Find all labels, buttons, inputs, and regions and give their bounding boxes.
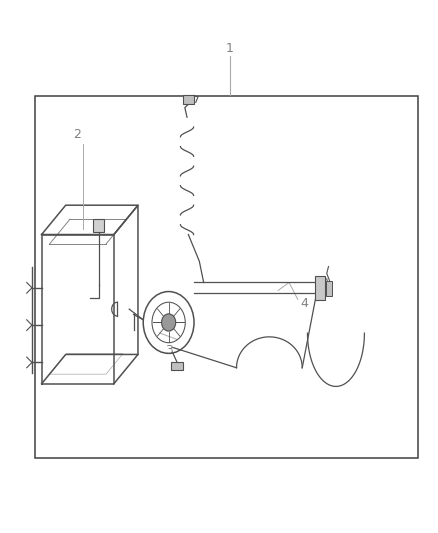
Bar bbox=[171, 362, 183, 370]
Text: 1: 1 bbox=[226, 42, 234, 55]
Text: 3: 3 bbox=[165, 344, 173, 357]
Circle shape bbox=[162, 314, 176, 331]
Bar bbox=[183, 95, 194, 104]
Bar bbox=[35, 96, 418, 458]
Bar bbox=[315, 276, 325, 300]
Bar bbox=[326, 281, 332, 296]
Text: 4: 4 bbox=[300, 297, 308, 310]
Bar bbox=[93, 219, 104, 232]
Text: 2: 2 bbox=[73, 128, 81, 141]
